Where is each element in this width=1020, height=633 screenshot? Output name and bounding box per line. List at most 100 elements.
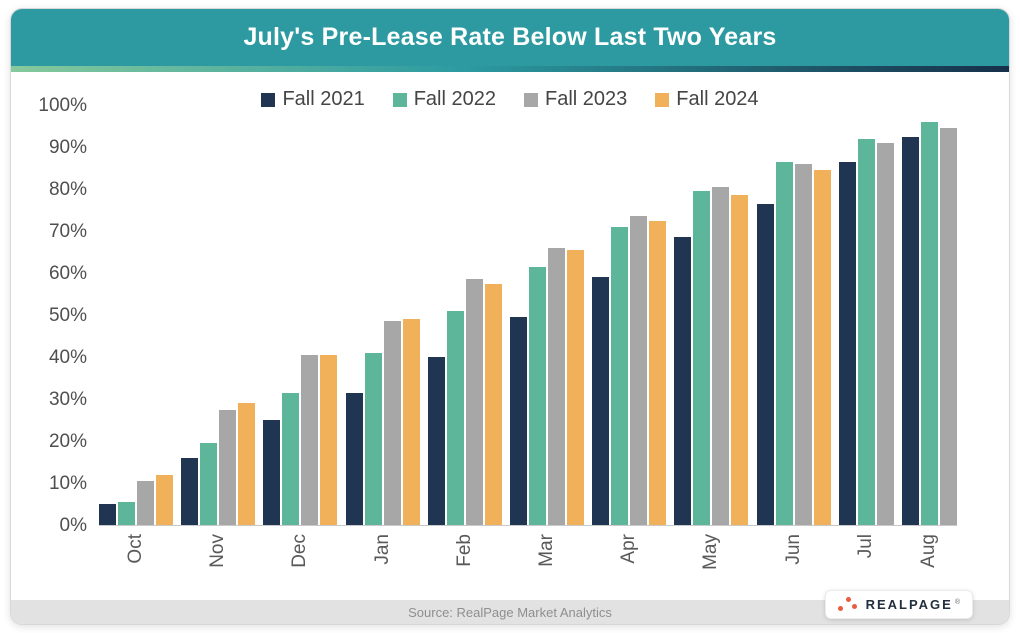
y-axis-tick-80: 80% bbox=[48, 179, 87, 200]
bar-fall2023-oct bbox=[137, 480, 154, 525]
y-axis-tick-10: 10% bbox=[48, 473, 87, 494]
bar-fall2021-jul bbox=[838, 161, 856, 525]
bar-fall2021-may bbox=[674, 237, 692, 525]
x-axis-label-jul: Jul bbox=[855, 534, 877, 559]
legend-item-fall2022: Fall 2022 bbox=[392, 88, 496, 111]
bar-fall2023-mar bbox=[547, 247, 565, 525]
x-axis-label-cell-may: May bbox=[674, 534, 748, 570]
y-axis-tick-90: 90% bbox=[48, 137, 87, 158]
bar-fall2024-jun bbox=[813, 170, 831, 525]
bar-group-apr bbox=[592, 216, 667, 525]
bar-fall2021-feb bbox=[427, 357, 445, 525]
bar-fall2023-feb bbox=[465, 279, 483, 525]
legend-label-fall2023: Fall 2023 bbox=[545, 88, 628, 110]
bar-fall2024-oct bbox=[156, 474, 173, 525]
legend-swatch-fall2022 bbox=[392, 92, 407, 107]
bar-group-jun bbox=[756, 161, 831, 525]
bar-fall2022-apr bbox=[611, 226, 629, 525]
legend-label-fall2021: Fall 2021 bbox=[282, 88, 365, 110]
y-axis-tick-60: 60% bbox=[48, 263, 87, 284]
x-axis-label-cell-jul: Jul bbox=[839, 534, 894, 570]
bar-fall2023-may bbox=[712, 186, 730, 525]
legend-swatch-fall2024 bbox=[655, 92, 670, 107]
bar-fall2021-mar bbox=[509, 317, 527, 525]
x-axis-label-jan: Jan bbox=[371, 534, 393, 565]
realpage-dots-icon bbox=[837, 597, 858, 612]
bar-fall2021-jan bbox=[345, 392, 363, 525]
bar-fall2021-dec bbox=[263, 420, 281, 525]
title-bar: July's Pre-Lease Rate Below Last Two Yea… bbox=[11, 9, 1009, 66]
plot-area: 0% 10% 20% 30% 40% 50% 60% 70% 80% 90% 100% bbox=[38, 95, 957, 536]
x-axis-label-cell-nov: Nov bbox=[181, 534, 255, 570]
legend-item-fall2021: Fall 2021 bbox=[261, 88, 365, 111]
bar-fall2023-jul bbox=[876, 142, 894, 525]
bar-fall2024-feb bbox=[484, 283, 502, 525]
bar-group-jul bbox=[838, 138, 894, 525]
x-axis-label-cell-dec: Dec bbox=[263, 534, 337, 570]
legend-swatch-fall2021 bbox=[261, 92, 276, 107]
x-axis-label-may: May bbox=[700, 534, 722, 570]
x-axis-label-cell-feb: Feb bbox=[428, 534, 502, 570]
x-axis-label-oct: Oct bbox=[125, 534, 146, 564]
bar-fall2023-aug bbox=[939, 128, 957, 525]
bar-group-nov bbox=[181, 403, 256, 525]
bar-fall2024-dec bbox=[320, 354, 338, 525]
x-axis-label-feb: Feb bbox=[453, 534, 475, 567]
bar-fall2021-apr bbox=[592, 277, 610, 525]
chart-card: July's Pre-Lease Rate Below Last Two Yea… bbox=[10, 8, 1010, 625]
bar-fall2022-jun bbox=[775, 161, 793, 525]
x-axis-labels: Oct Nov Dec Jan Feb Mar Apr May Jun Jul Aug bbox=[99, 534, 957, 570]
source-attribution: Source: RealPage Market Analytics bbox=[408, 604, 612, 620]
bar-fall2024-jan bbox=[402, 319, 420, 525]
bar-fall2022-feb bbox=[446, 310, 464, 525]
bar-group-dec bbox=[263, 354, 338, 525]
x-axis-label-cell-jun: Jun bbox=[757, 534, 831, 570]
bar-group-may bbox=[674, 186, 749, 525]
bars-container bbox=[99, 106, 957, 525]
y-axis-tick-70: 70% bbox=[48, 221, 87, 242]
x-axis-label-cell-aug: Aug bbox=[902, 534, 957, 570]
legend-label-fall2024: Fall 2024 bbox=[676, 88, 759, 110]
x-axis-label-mar: Mar bbox=[535, 534, 557, 567]
y-axis-tick-100: 100% bbox=[38, 95, 87, 116]
chart-legend: Fall 2021 Fall 2022 Fall 2023 Fall 2024 bbox=[35, 88, 985, 111]
legend-item-fall2024: Fall 2024 bbox=[655, 88, 759, 111]
bar-group-feb bbox=[427, 279, 502, 525]
bar-fall2022-may bbox=[693, 191, 711, 525]
bar-fall2024-mar bbox=[566, 249, 584, 525]
legend-label-fall2022: Fall 2022 bbox=[413, 88, 496, 110]
bar-fall2023-nov bbox=[219, 409, 237, 525]
bar-fall2022-jan bbox=[364, 352, 382, 525]
bar-group-aug bbox=[901, 121, 957, 525]
header-gradient-divider bbox=[11, 66, 1009, 72]
bar-group-mar bbox=[509, 247, 584, 525]
bar-group-oct bbox=[99, 474, 173, 525]
bar-group-jan bbox=[345, 319, 420, 525]
y-axis-tick-30: 30% bbox=[48, 389, 87, 410]
bar-fall2022-oct bbox=[118, 501, 135, 525]
legend-swatch-fall2023 bbox=[524, 92, 538, 107]
bar-fall2024-may bbox=[731, 195, 749, 525]
legend-item-fall2023: Fall 2023 bbox=[524, 88, 627, 111]
x-axis-label-aug: Aug bbox=[918, 534, 940, 568]
x-axis-label-apr: Apr bbox=[618, 534, 640, 564]
realpage-logo-text: REALPAGE bbox=[865, 597, 953, 612]
bar-fall2023-jan bbox=[383, 321, 401, 525]
bar-fall2022-nov bbox=[200, 443, 218, 525]
x-axis-label-nov: Nov bbox=[207, 534, 229, 568]
x-axis-label-jun: Jun bbox=[782, 534, 804, 565]
bar-fall2022-dec bbox=[282, 392, 300, 525]
bar-fall2021-jun bbox=[756, 203, 774, 525]
bar-fall2023-apr bbox=[630, 216, 648, 525]
bar-fall2022-mar bbox=[528, 266, 546, 525]
y-axis-tick-20: 20% bbox=[48, 431, 87, 452]
bar-fall2022-jul bbox=[857, 138, 875, 525]
trademark-mark: ® bbox=[954, 599, 960, 606]
bar-fall2023-jun bbox=[794, 163, 812, 525]
x-axis-label-dec: Dec bbox=[289, 534, 311, 568]
realpage-logo: REALPAGE ® bbox=[824, 590, 973, 619]
bar-fall2024-apr bbox=[649, 220, 667, 525]
x-axis-label-cell-apr: Apr bbox=[592, 534, 666, 570]
bar-fall2023-dec bbox=[301, 354, 319, 525]
bar-fall2021-aug bbox=[901, 136, 919, 525]
